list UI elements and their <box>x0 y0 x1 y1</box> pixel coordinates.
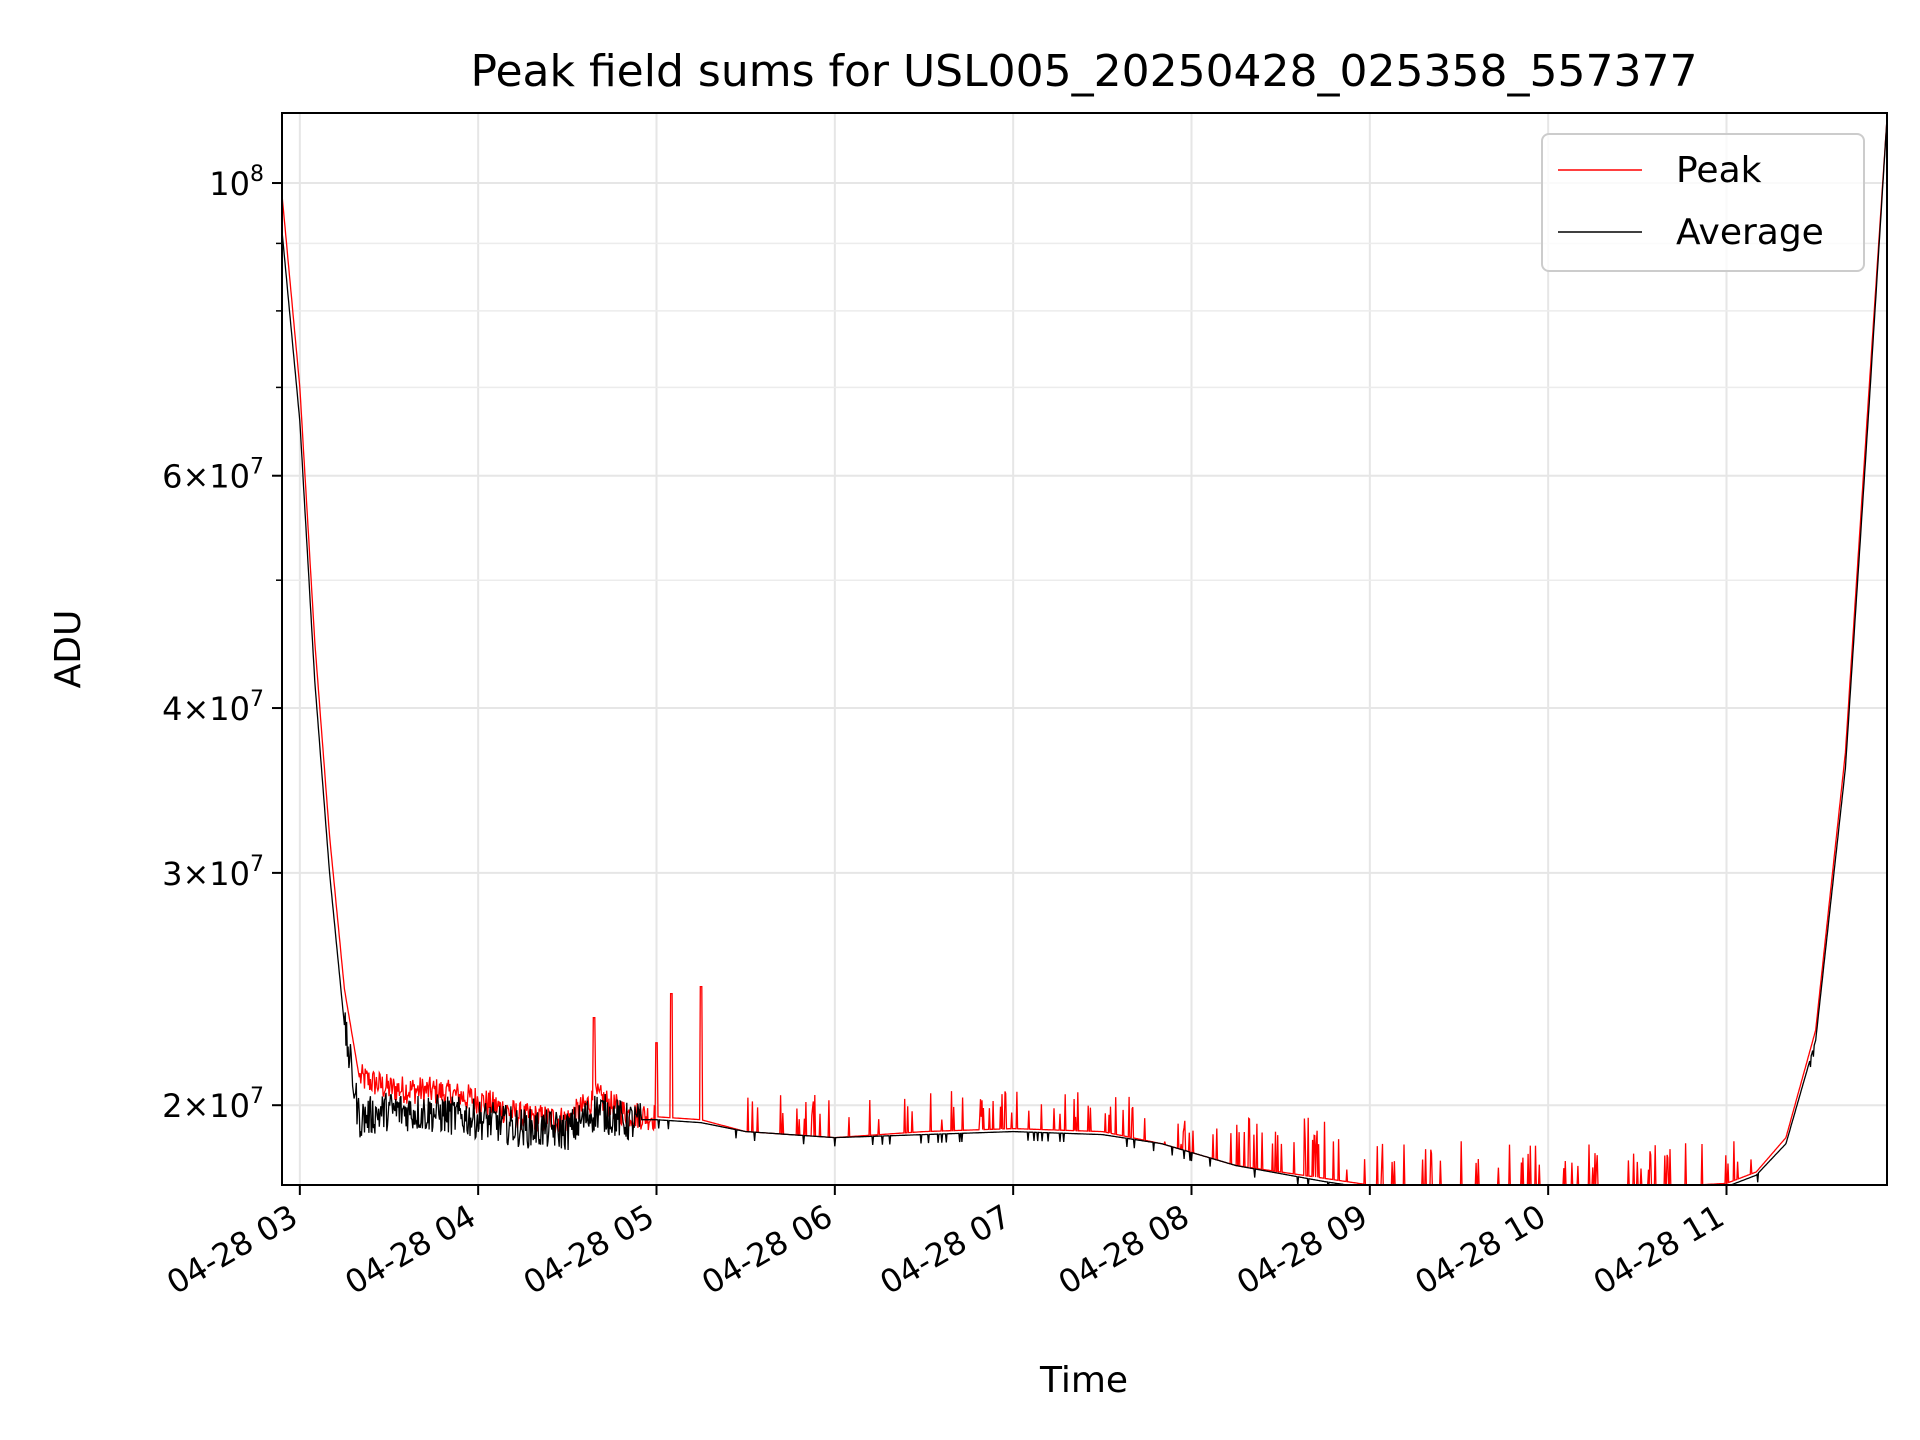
legend-label-average: Average <box>1676 212 1824 253</box>
chart-title: Peak field sums for USL005_20250428_0253… <box>471 46 1698 97</box>
legend: Peak Average <box>1541 133 1865 272</box>
y-tick-label: 4×107 <box>162 687 264 728</box>
plot-frame <box>281 112 1888 1186</box>
legend-label-peak: Peak <box>1676 150 1762 191</box>
y-axis-label: ADU <box>48 610 89 689</box>
series-layer <box>282 118 1887 1185</box>
y-tick-label: 108 <box>209 162 264 203</box>
y-axis-ticks: 108 6×107 4×107 3×107 2×107 <box>162 162 282 1125</box>
y-tick-label: 3×107 <box>162 852 264 893</box>
average-series-line <box>282 118 1887 1185</box>
y-tick-label: 6×107 <box>162 455 264 496</box>
x-axis-label: Time <box>1039 1360 1128 1401</box>
y-tick-label: 2×107 <box>162 1084 264 1125</box>
legend-box <box>1541 133 1865 272</box>
